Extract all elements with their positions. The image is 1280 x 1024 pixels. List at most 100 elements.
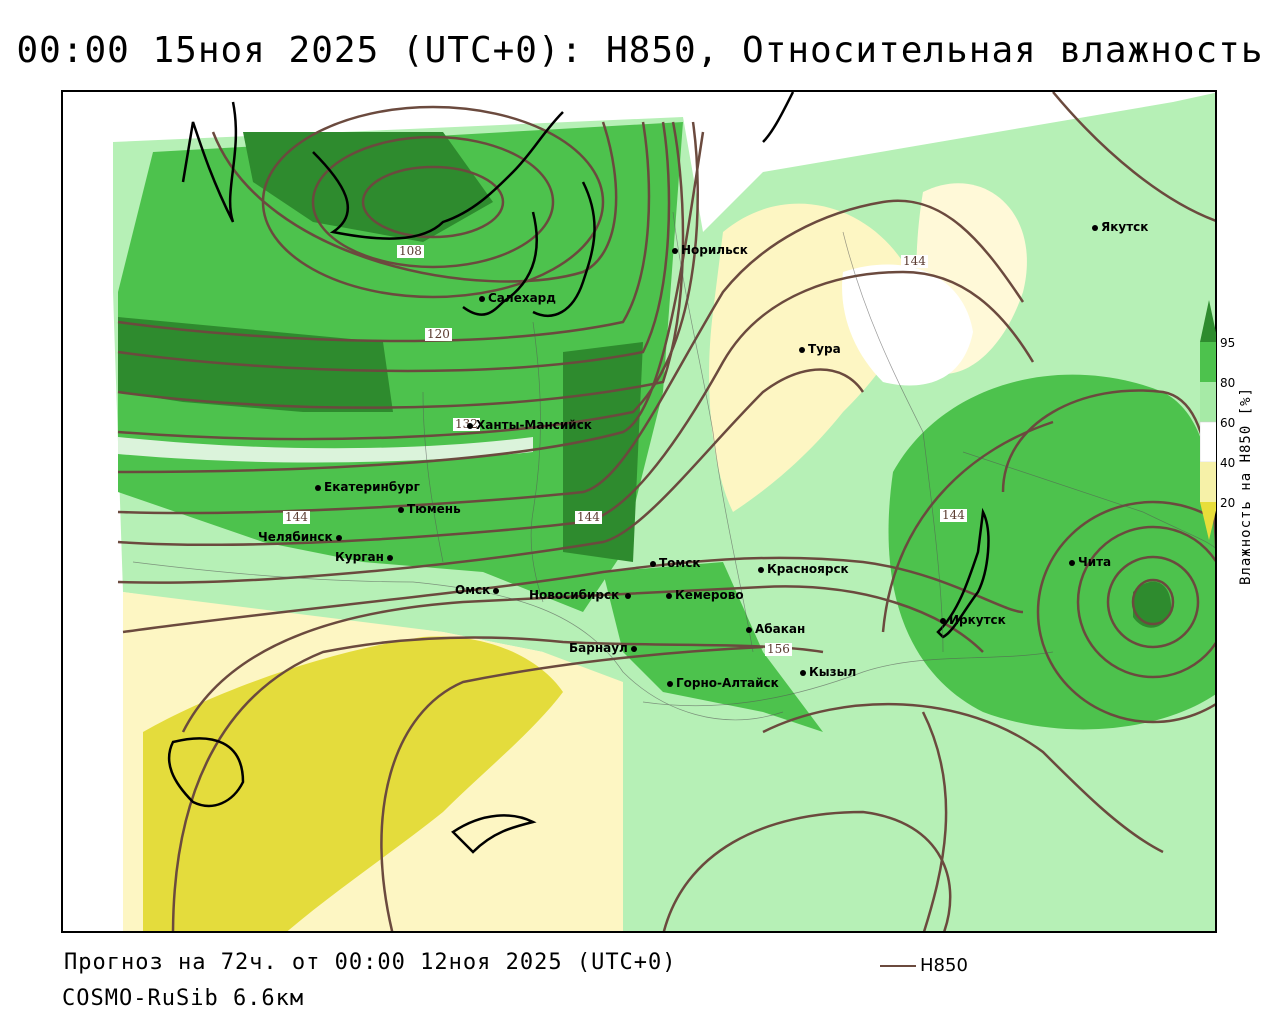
humidity-map [63,92,1215,931]
legend-tick: 95 [1220,336,1236,350]
contour-line-sample [880,965,916,967]
city-marker-icon [1092,224,1098,231]
city-name: Кемерово [675,588,744,602]
city-name: Красноярск [767,562,849,576]
city-label: Омск [455,583,502,597]
city-marker-icon [758,566,764,573]
city-name: Екатеринбург [324,480,420,494]
legend-swatch-40 [1200,462,1216,502]
humidity-field-dark-green-east [1133,581,1172,628]
h850-contour [662,810,952,931]
city-label: Екатеринбург [315,480,420,494]
h850-contour [1106,555,1200,649]
admin-border [530,321,544,603]
admin-border [842,231,944,653]
lake-baikal [936,507,990,639]
lake-balkhash [451,814,537,854]
humidity-field-white [842,264,973,386]
city-marker-icon [800,669,806,676]
legend-tick: 40 [1220,456,1236,470]
city-label: Кемерово [666,588,744,602]
legend-tick: 20 [1220,496,1236,510]
admin-borders [132,211,1215,721]
city-marker-icon [672,247,678,254]
city-label: Якутск [1092,220,1148,234]
coastline [762,92,795,143]
humidity-field-green-nw [118,122,683,612]
city-label: Томск [650,556,701,570]
h850-contour [1076,525,1215,679]
city-name: Омск [455,583,491,597]
coastline [312,111,564,240]
h850-contour [211,121,618,283]
admin-border [132,561,784,721]
model-name: COSMO-RuSib 6.6км [62,986,305,1011]
city-label: Абакан [746,622,805,636]
contour-line-label: H850 [920,955,968,976]
legend-swatch-80 [1200,382,1216,422]
city-marker-icon [1069,559,1075,566]
city-label: Горно-Алтайск [667,676,779,690]
coastlines [167,92,990,854]
coastline [532,181,596,317]
map-frame: 108 120 132 144 144 144 144 156 Якутск Н… [61,90,1217,933]
h850-contour [117,270,1035,546]
city-marker-icon [667,680,673,687]
h850-contour [881,420,1054,633]
city-name: Новосибирск [529,588,620,602]
city-name: Челябинск [258,530,333,544]
isoline-label: 120 [425,327,452,341]
chart-title: 00:00 15ноя 2025 (UTC+0): H850, Относите… [16,30,1264,71]
isoline-label: 144 [575,510,602,524]
legend-tick: 60 [1220,416,1236,430]
h850-contour [117,368,865,584]
coastline [181,101,238,223]
h850-contour [117,121,671,373]
city-name: Горно-Алтайск [676,676,779,690]
h850-contour [380,645,764,931]
h850-contour [921,711,948,931]
city-name: Кызыл [809,665,857,679]
city-name: Норильск [681,243,748,257]
city-label: Барнаул [569,641,640,655]
h850-contour [117,199,1025,515]
humidity-field-white-strip [118,437,533,463]
legend-title: Влажность на H850 [%] [1238,386,1254,585]
coastline [167,737,245,808]
forecast-info: Прогноз на 72ч. от 00:00 12ноя 2025 (UTC… [64,950,677,975]
city-label: Красноярск [758,562,849,576]
h850-contour [361,165,505,239]
city-name: Томск [659,556,701,570]
h850-contour [1001,389,1215,550]
isoline-label: 144 [940,508,967,522]
city-marker-icon [467,422,473,429]
city-label: Кызыл [800,665,856,679]
isoline-label: 156 [765,642,792,656]
city-name: Салехард [488,291,556,305]
humidity-field-yellow-sw [143,636,563,931]
city-marker-icon [625,592,632,599]
city-marker-icon [630,645,637,652]
city-label: Ханты-Мансийск [467,418,592,432]
isoline-label: 144 [283,510,310,524]
city-label: Салехард [479,291,556,305]
city-label: Чита [1069,555,1111,569]
contour-line-legend: H850 [880,955,968,976]
h850-contour [171,636,824,931]
legend-arrow-bottom [1200,502,1216,540]
city-marker-icon [666,592,672,599]
city-label: Курган [335,550,396,564]
h850-contour [1036,500,1215,724]
h850-contour [117,131,705,474]
legend-swatch-95 [1200,342,1216,382]
legend-swatch-60 [1200,421,1216,463]
h850-contour [311,135,555,269]
humidity-legend: 95 80 60 40 20 Влажность на H850 [%] [1198,300,1278,585]
city-marker-icon [315,484,321,491]
city-name: Якутск [1101,220,1149,234]
city-name: Ханты-Мансийск [476,418,592,432]
admin-border [422,391,444,563]
humidity-field-dark-green-col [563,342,643,562]
city-marker-icon [386,554,393,561]
h850-contour [181,585,984,733]
